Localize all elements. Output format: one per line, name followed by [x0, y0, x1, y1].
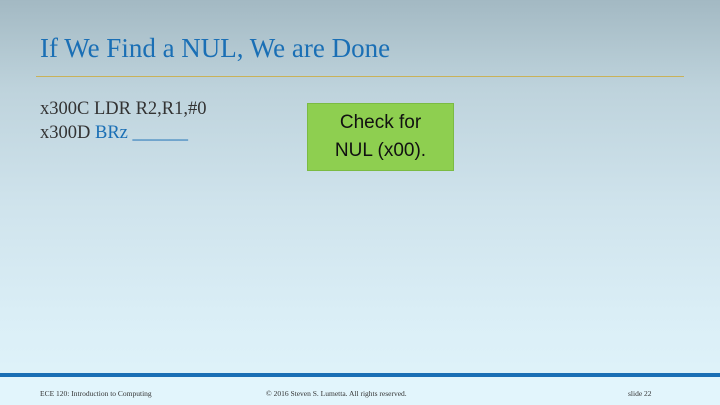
footer-course: ECE 120: Introduction to Computing — [40, 389, 152, 398]
code-address: x300C — [40, 99, 90, 119]
callout-box: Check for NUL (x00). — [307, 103, 454, 171]
code-line: x300C LDR R2,R1,#0 — [40, 97, 207, 121]
code-instruction: BRz — [95, 123, 128, 143]
footer-slide-number: slide 22 — [628, 389, 652, 398]
code-address: x300D — [40, 123, 91, 143]
footer-divider — [0, 373, 720, 377]
code-block: x300C LDR R2,R1,#0 x300D BRz ______ — [40, 97, 207, 145]
title-divider — [36, 76, 684, 77]
footer-copyright: © 2016 Steven S. Lumetta. All rights res… — [266, 389, 407, 398]
code-instruction: LDR R2,R1,#0 — [93, 99, 207, 119]
code-line: x300D BRz ______ — [40, 121, 207, 145]
code-blank: ______ — [132, 123, 189, 143]
slide-title: If We Find a NUL, We are Done — [40, 33, 391, 63]
callout-line: NUL (x00). — [334, 140, 427, 161]
callout-line: Check for — [339, 112, 422, 133]
footer — [0, 377, 720, 405]
